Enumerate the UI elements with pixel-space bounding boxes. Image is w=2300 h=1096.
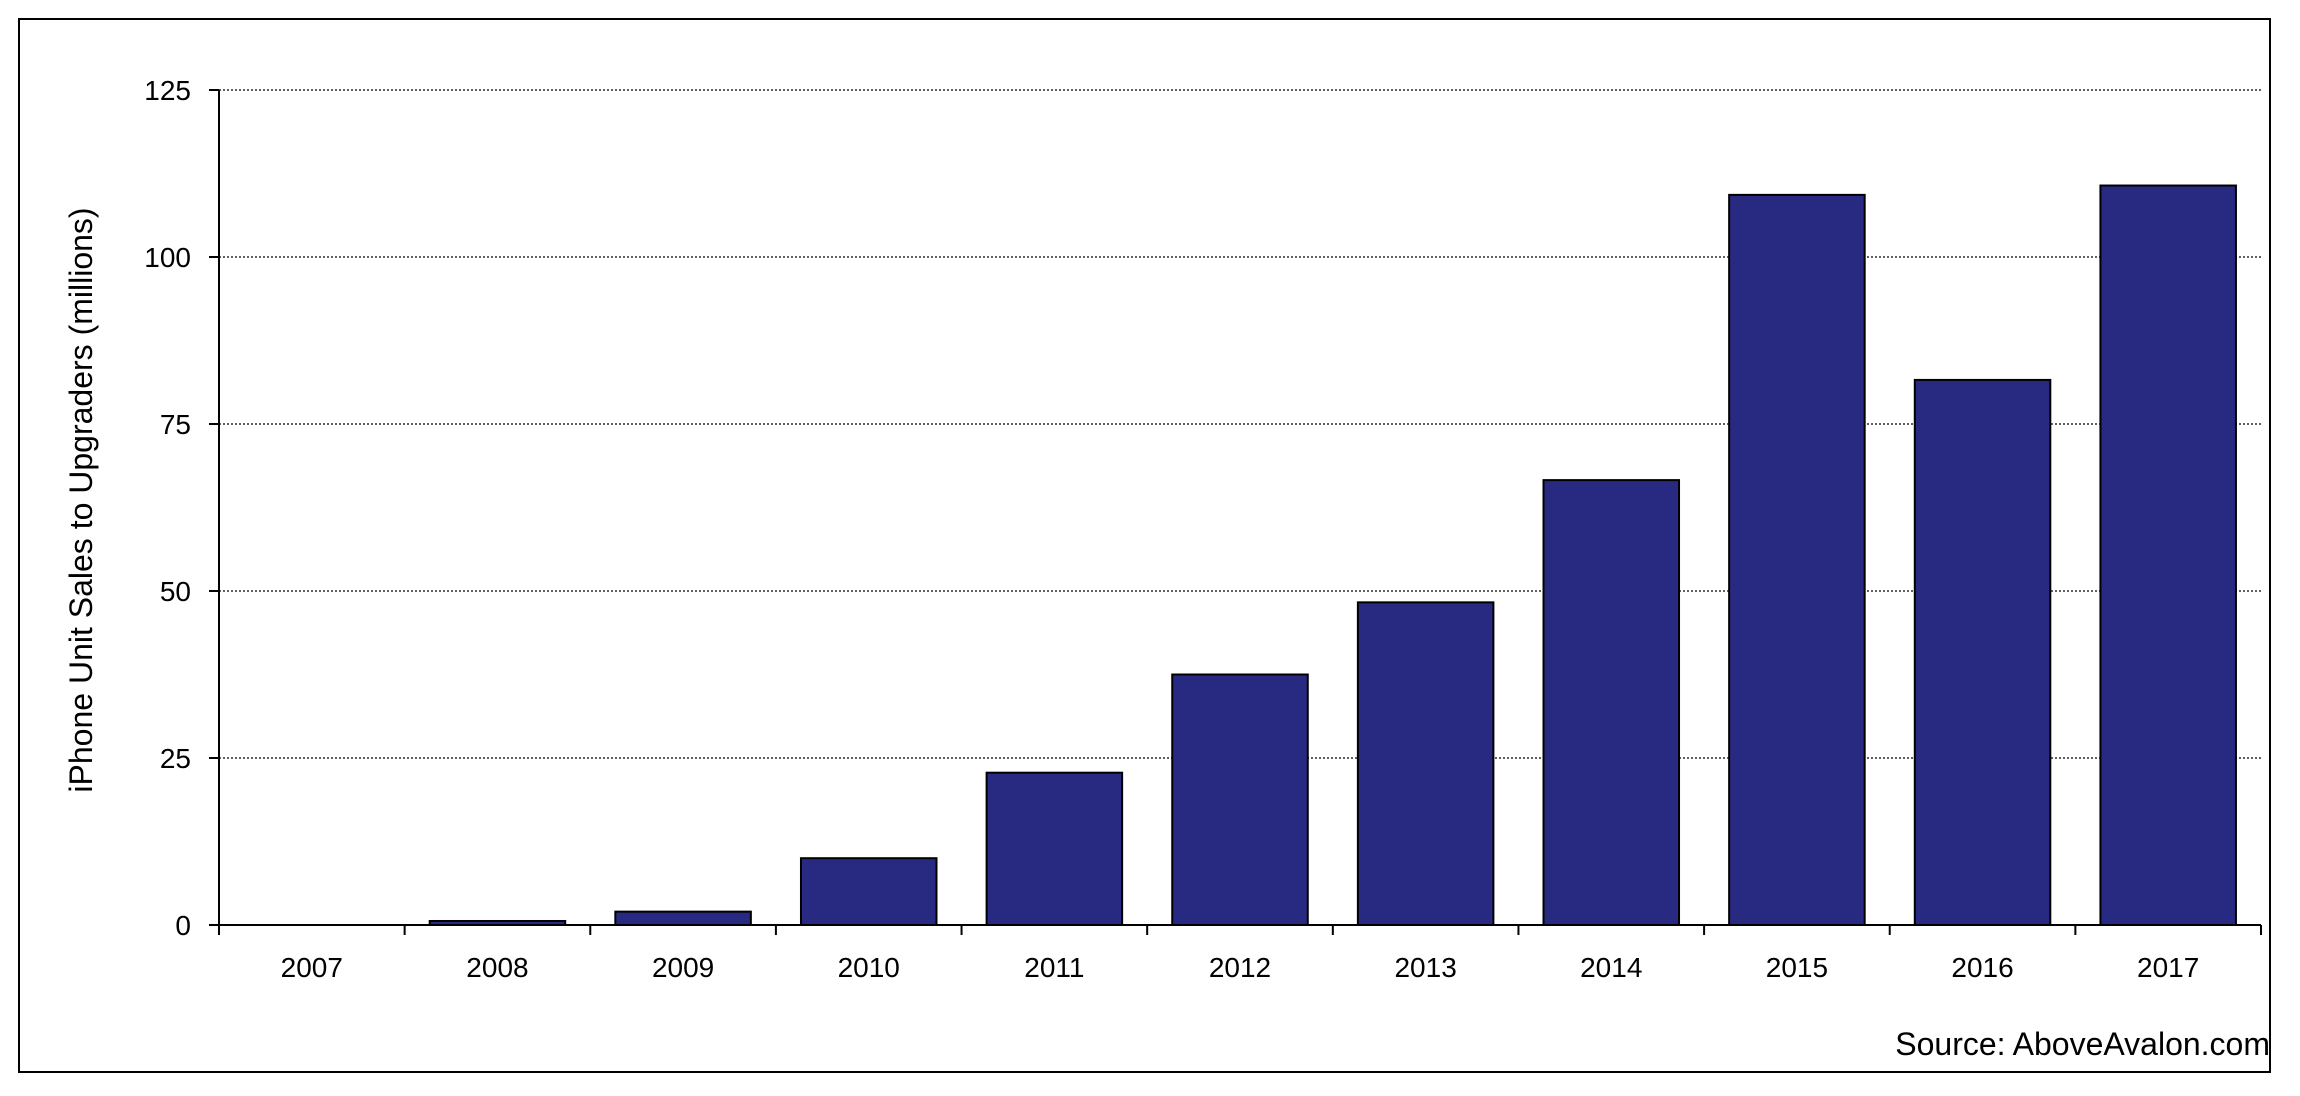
y-tick-label-0: 0 — [175, 910, 191, 941]
x-tick-label-2007: 2007 — [281, 952, 343, 983]
x-tick-label-2009: 2009 — [652, 952, 714, 983]
x-tick-label-2015: 2015 — [1766, 952, 1828, 983]
bar-2010 — [799, 857, 938, 927]
x-tick-label-2017: 2017 — [2137, 952, 2199, 983]
x-tick-label-2011: 2011 — [1024, 952, 1084, 983]
bar-2013 — [1356, 601, 1495, 927]
source-label: Source: AboveAvalon.com — [1895, 1026, 2270, 1062]
x-tick-label-2012: 2012 — [1209, 952, 1271, 983]
bar-2014 — [1542, 479, 1681, 926]
bar-2012 — [1171, 673, 1309, 926]
axes — [209, 89, 2262, 935]
y-tick-label-75: 75 — [160, 409, 191, 440]
x-tick-label-2010: 2010 — [838, 952, 900, 983]
chart-frame — [18, 18, 2271, 1073]
y-tick-label-50: 50 — [160, 576, 191, 607]
bars — [428, 184, 2237, 927]
x-tick-label-2008: 2008 — [466, 952, 528, 983]
x-tick-labels: 2007 2008 2009 2010 2011 2012 2013 2014 2015 2016… — [281, 952, 2200, 983]
y-tick-label-100: 100 — [144, 242, 191, 273]
bar-2016 — [1913, 378, 2052, 926]
bar-2015 — [1728, 193, 1866, 927]
x-tick-label-2013: 2013 — [1394, 952, 1456, 983]
y-axis-title: iPhone Unit Sales to Upgraders (millions… — [63, 207, 99, 792]
y-tick-label-25: 25 — [160, 743, 191, 774]
bar-2009 — [614, 910, 752, 927]
x-tick-label-2014: 2014 — [1580, 952, 1642, 983]
bar-2011 — [985, 771, 1124, 926]
x-tick-label-2016: 2016 — [1951, 952, 2013, 983]
y-tick-labels: 0 25 50 75 100 125 — [144, 75, 191, 941]
bar-2017 — [2099, 184, 2237, 927]
y-tick-label-125: 125 — [144, 75, 191, 106]
